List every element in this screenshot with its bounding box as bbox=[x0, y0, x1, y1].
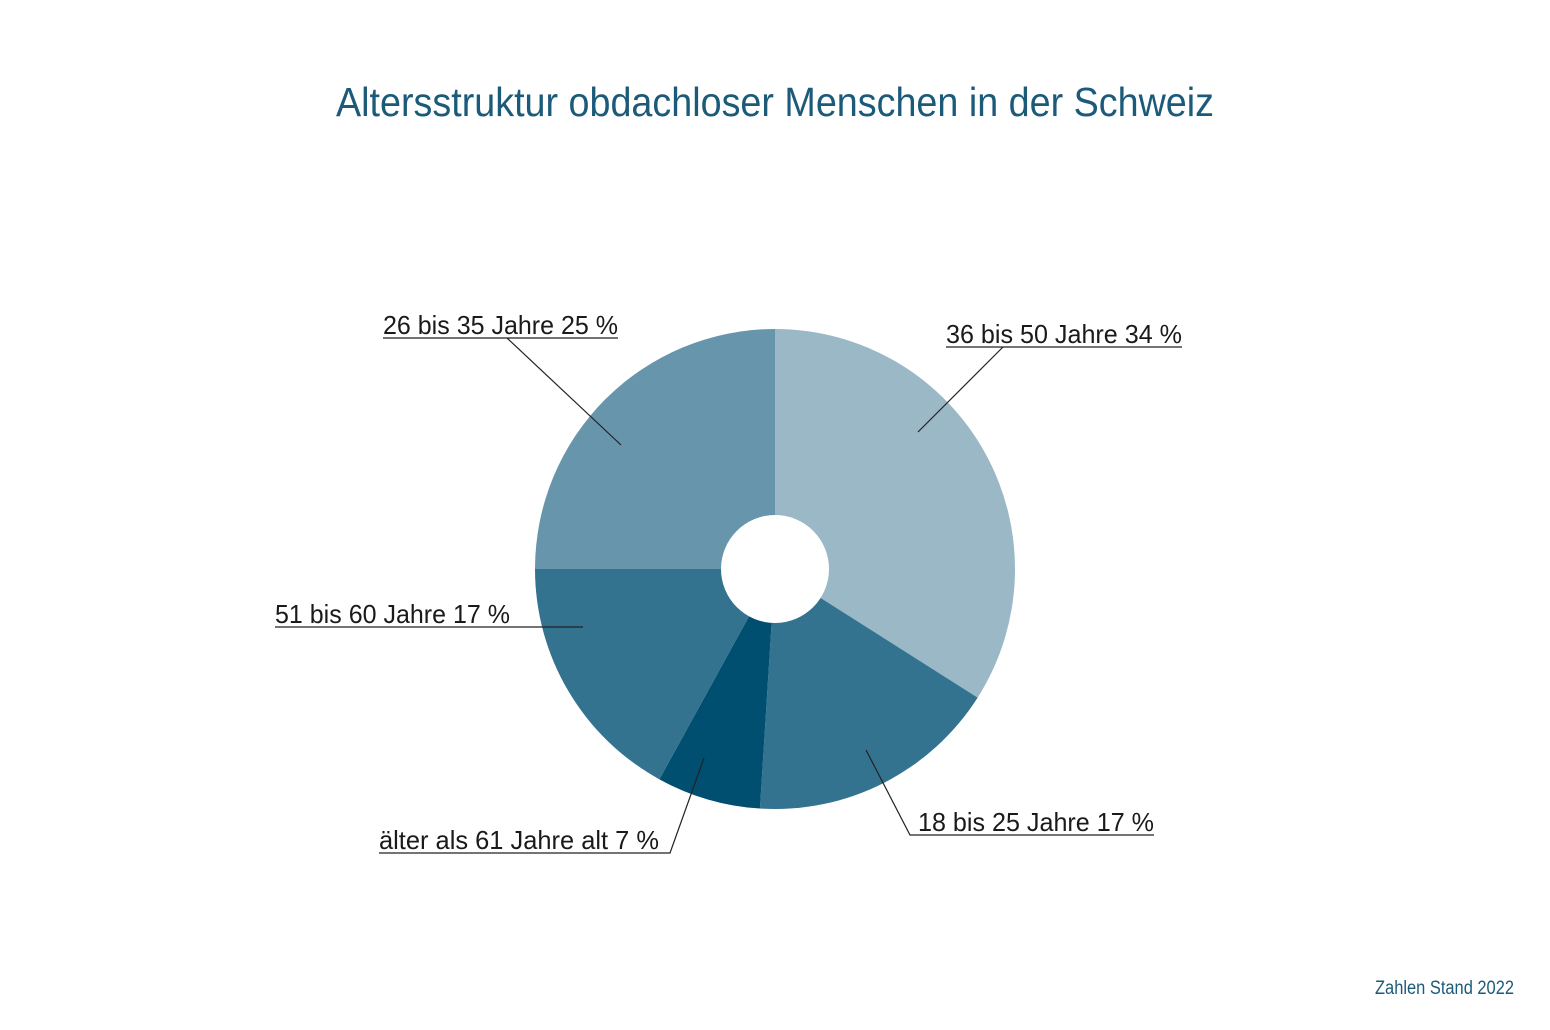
slice-label-61plus: älter als 61 Jahre alt 7 % bbox=[379, 825, 659, 855]
pie-slice-4 bbox=[535, 329, 775, 569]
leader-line-26-35 bbox=[506, 337, 622, 446]
pie-slice-3 bbox=[535, 569, 775, 780]
pie-slice-2 bbox=[659, 569, 775, 809]
pie-slice-0 bbox=[775, 329, 1016, 698]
leader-line-36-50 bbox=[917, 346, 1004, 433]
leader-line-18-25 bbox=[865, 749, 1154, 836]
donut-hole bbox=[721, 515, 829, 623]
slice-label-51-60: 51 bis 60 Jahre 17 % bbox=[275, 599, 510, 629]
slice-label-36-50: 36 bis 50 Jahre 34 % bbox=[946, 319, 1182, 349]
chart-title: Altersstruktur obdachloser Menschen in d… bbox=[336, 79, 1214, 125]
leader-line-61plus bbox=[379, 757, 705, 854]
footnote: Zahlen Stand 2022 bbox=[1375, 978, 1514, 999]
pie-slice-1 bbox=[759, 569, 978, 809]
slice-label-26-35: 26 bis 35 Jahre 25 % bbox=[383, 310, 618, 340]
slice-label-18-25: 18 bis 25 Jahre 17 % bbox=[918, 807, 1154, 837]
